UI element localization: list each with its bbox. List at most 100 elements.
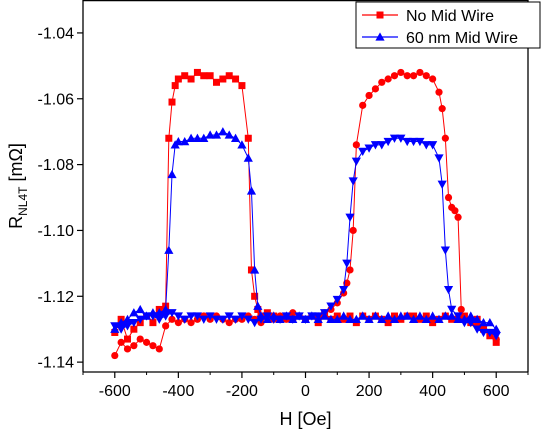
series-2-sweep-down-line — [114, 137, 497, 337]
data-point — [171, 82, 179, 90]
data-point — [262, 312, 272, 321]
data-point — [437, 180, 447, 189]
data-point — [124, 335, 131, 343]
data-point — [129, 318, 139, 328]
data-point — [238, 82, 246, 90]
data-point — [485, 328, 495, 338]
data-point — [466, 318, 476, 328]
x-tick-label: 400 — [419, 383, 446, 400]
data-point — [122, 314, 133, 324]
data-point — [116, 325, 126, 334]
data-point — [251, 292, 259, 300]
data-point — [294, 312, 304, 321]
data-point — [180, 136, 190, 146]
data-point — [364, 144, 374, 153]
data-point — [491, 324, 501, 333]
data-point — [396, 311, 406, 320]
data-point — [243, 315, 253, 324]
data-point — [390, 72, 399, 80]
data-point — [358, 147, 368, 157]
data-point — [319, 309, 330, 318]
data-point — [165, 134, 173, 142]
data-point — [123, 345, 132, 353]
data-point — [428, 141, 438, 150]
y-tick-label: -1.14 — [38, 355, 75, 372]
data-point — [402, 311, 412, 320]
x-tick-label: -400 — [162, 383, 194, 400]
data-point — [211, 315, 222, 324]
data-point — [225, 319, 233, 327]
data-point — [135, 315, 145, 324]
data-point — [281, 312, 292, 321]
data-point — [485, 318, 495, 327]
data-point — [408, 137, 419, 147]
data-point — [370, 311, 381, 320]
data-point — [389, 134, 400, 143]
data-point — [250, 265, 260, 274]
data-point — [453, 312, 463, 321]
series-2 — [110, 127, 501, 341]
data-point — [454, 213, 462, 221]
data-point — [342, 259, 352, 268]
legend: No Mid Wire 60 nm Mid Wire — [355, 1, 541, 49]
data-point — [351, 157, 361, 166]
data-point — [224, 130, 234, 139]
data-point — [384, 319, 392, 327]
data-point — [403, 72, 411, 80]
data-point — [148, 312, 158, 321]
data-point — [141, 312, 152, 321]
data-point — [230, 133, 241, 142]
data-point — [348, 177, 358, 186]
y-tick-label: -1.06 — [38, 91, 75, 108]
x-tick-label: 600 — [483, 383, 510, 400]
data-point — [326, 302, 336, 311]
data-point — [351, 314, 361, 324]
axes: -600 -400 -200 0 200 400 600 -1.04 -1.06 -1.08 -1.… — [6, 0, 529, 429]
data-point — [154, 308, 164, 317]
data-point — [377, 314, 387, 324]
data-point — [428, 311, 438, 320]
data-point — [232, 75, 240, 83]
data-point — [349, 226, 357, 235]
data-point — [288, 315, 298, 324]
data-point — [136, 335, 144, 343]
data-point — [161, 304, 171, 314]
data-point — [116, 318, 126, 327]
data-point — [149, 319, 157, 327]
data-point — [186, 312, 196, 321]
data-point — [200, 72, 208, 80]
data-point — [219, 75, 227, 83]
data-point — [466, 311, 476, 320]
data-point — [253, 301, 263, 310]
data-point — [441, 134, 449, 142]
data-point — [459, 318, 470, 328]
data-point — [402, 137, 412, 147]
data-point — [205, 312, 215, 321]
data-point — [478, 318, 489, 327]
data-point — [389, 314, 400, 324]
data-point — [339, 311, 349, 320]
data-point — [396, 134, 406, 143]
data-point — [300, 315, 311, 324]
data-point — [237, 312, 247, 321]
data-point — [256, 315, 266, 324]
data-point — [275, 315, 285, 324]
data-point — [422, 72, 430, 80]
data-point — [224, 312, 234, 321]
data-point — [491, 332, 501, 341]
data-point — [230, 315, 241, 324]
data-point — [250, 318, 260, 328]
data-point — [205, 130, 215, 139]
data-point — [434, 314, 444, 324]
data-point — [187, 319, 195, 327]
data-point — [365, 91, 373, 100]
data-point — [243, 153, 253, 162]
data-point — [371, 85, 380, 93]
data-point — [443, 286, 454, 295]
data-point — [186, 133, 196, 142]
data-point — [397, 68, 405, 77]
data-point — [193, 68, 201, 76]
x-axis-title: H [Oe] — [279, 409, 331, 429]
data-point — [359, 101, 367, 109]
